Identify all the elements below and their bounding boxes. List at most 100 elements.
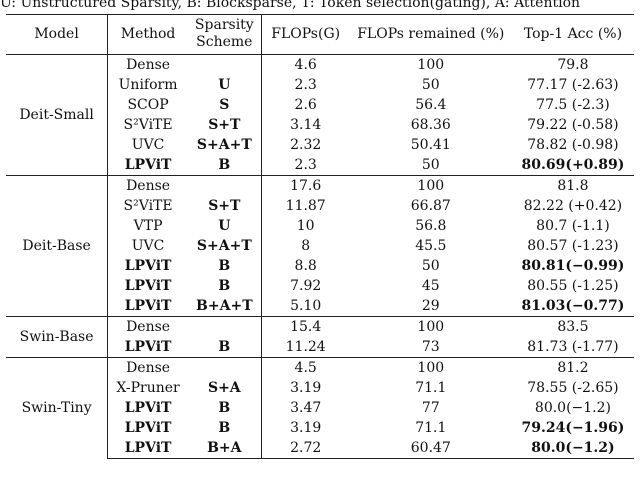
table-row: LPViT B+A 2.72 60.47 80.0(−1.2): [6, 438, 634, 459]
table-row: Swin-Base Dense 15.4 100 83.5: [6, 316, 634, 358]
model-cell: Swin-Base: [6, 316, 109, 358]
method-cell: LPViT: [124, 419, 172, 436]
scheme-cell: B+A+T: [187, 296, 262, 317]
flops-cell: 4.6: [261, 54, 350, 75]
table-row: Swin-Tiny Dense 4.5 100 81.2: [6, 357, 634, 459]
header-row: Model Method Sparsity Scheme FLOPs(G) FL…: [6, 14, 634, 55]
scheme-cell: B: [187, 276, 262, 296]
scheme-cell: U: [187, 216, 262, 236]
method-cell: S²ViTE: [123, 197, 173, 214]
remained-cell: 100: [349, 357, 512, 378]
flops-cell: 2.3: [294, 76, 317, 93]
method-cell: UVC: [131, 136, 165, 153]
scheme-cell: B: [187, 418, 262, 438]
flops-cell: 3.19: [290, 379, 322, 396]
model-cell: Deit-Small: [6, 54, 109, 176]
accuracy-cell: 81.8: [511, 175, 634, 196]
accuracy-cell: 81.73 (-1.77): [527, 338, 619, 355]
accuracy-cell: 81.03(−0.77): [521, 297, 625, 314]
accuracy-cell: 83.5: [511, 316, 634, 337]
scheme-cell: B+A: [187, 438, 262, 459]
remained-cell: 56.4: [415, 96, 447, 113]
remained-cell: 77: [421, 399, 440, 416]
table-row: LPViT B 7.92 45 80.55 (-1.25): [6, 276, 634, 296]
method-cell: Dense: [107, 316, 188, 337]
table-row: LPViT B 8.8 50 80.81(−0.99): [6, 256, 634, 276]
table-row: X-Pruner S+A 3.19 71.1 78.55 (-2.65): [6, 378, 634, 398]
remained-cell: 45.5: [415, 237, 447, 254]
scheme-cell: S+A: [187, 378, 262, 398]
method-cell: VTP: [133, 217, 163, 234]
flops-cell: 3.19: [290, 419, 322, 436]
flops-cell: 17.6: [261, 175, 350, 196]
remained-cell: 50.41: [410, 136, 451, 153]
method-cell: SCOP: [127, 96, 169, 113]
accuracy-cell: 79.22 (-0.58): [527, 116, 619, 133]
accuracy-cell: 80.0(−1.2): [534, 399, 611, 416]
flops-cell: 8.8: [294, 257, 317, 274]
flops-cell: 8: [301, 237, 311, 254]
remained-cell: 56.8: [415, 217, 447, 234]
method-cell: Dense: [107, 54, 188, 75]
remained-cell: 71.1: [415, 419, 447, 436]
header-method: Method: [107, 14, 188, 55]
accuracy-cell: 80.55 (-1.25): [527, 277, 619, 294]
table-row: VTP U 10 56.8 80.7 (-1.1): [6, 216, 634, 236]
remained-cell: 60.47: [349, 438, 512, 459]
method-cell: S²ViTE: [123, 116, 173, 133]
flops-cell: 2.6: [294, 96, 317, 113]
accuracy-cell: 80.81(−0.99): [521, 257, 625, 274]
table-body: Deit-Small Dense 4.6 100 79.8 Uniform U 2.3 50 77…: [6, 54, 634, 459]
header-flops: FLOPs(G): [261, 14, 350, 55]
results-table: Model Method Sparsity Scheme FLOPs(G) FL…: [6, 14, 634, 459]
flops-cell: 2.72: [261, 438, 350, 459]
accuracy-cell: 78.82 (-0.98): [527, 136, 619, 153]
model-cell: Deit-Base: [6, 175, 109, 317]
accuracy-cell: 80.57 (-1.23): [527, 237, 619, 254]
method-cell: LPViT: [124, 338, 172, 355]
scheme-cell: S: [187, 95, 262, 115]
header-scheme-line1: Sparsity: [194, 17, 254, 33]
table-row: LPViT B 3.47 77 80.0(−1.2): [6, 398, 634, 418]
method-cell: Dense: [107, 175, 188, 196]
accuracy-cell: 79.8: [511, 54, 634, 75]
remained-cell: 29: [421, 297, 440, 314]
scheme-cell: [187, 316, 262, 337]
flops-cell: 11.24: [285, 338, 326, 355]
header-scheme-line2: Scheme: [196, 34, 253, 50]
flops-cell: 7.92: [290, 277, 322, 294]
scheme-cell: B: [187, 155, 262, 176]
remained-cell: 68.36: [410, 116, 451, 133]
remained-cell: 50: [421, 156, 440, 173]
accuracy-cell: 81.2: [511, 357, 634, 378]
flops-cell: 10: [296, 217, 315, 234]
accuracy-cell: 80.0(−1.2): [511, 438, 634, 459]
method-cell: X-Pruner: [116, 379, 180, 396]
accuracy-cell: 80.7 (-1.1): [536, 217, 610, 234]
header-model: Model: [6, 14, 109, 55]
remained-cell: 50: [421, 257, 440, 274]
table-row: Deit-Small Dense 4.6 100 79.8: [6, 54, 634, 176]
flops-cell: 15.4: [261, 316, 350, 337]
scheme-cell: [187, 175, 262, 196]
flops-cell: 2.32: [290, 136, 322, 153]
remained-cell: 71.1: [415, 379, 447, 396]
table-row: S²ViTE S+T 11.87 66.87 82.22 (+0.42): [6, 196, 634, 216]
remained-cell: 73: [421, 338, 440, 355]
accuracy-cell: 77.17 (-2.63): [527, 76, 619, 93]
flops-cell: 3.14: [290, 116, 322, 133]
table-row: LPViT B 11.24 73 81.73 (-1.77): [6, 337, 634, 358]
scheme-cell: U: [187, 75, 262, 95]
table-row: S²ViTE S+T 3.14 68.36 79.22 (-0.58): [6, 115, 634, 135]
flops-cell: 11.87: [285, 197, 326, 214]
scheme-cell: S+A+T: [187, 236, 262, 256]
accuracy-cell: 80.69(+0.89): [521, 156, 625, 173]
accuracy-cell: 77.5 (-2.3): [536, 96, 610, 113]
scheme-cell: [187, 54, 262, 75]
header-flops-remained: FLOPs remained (%): [349, 14, 512, 55]
table-row: LPViT B+A+T 5.10 29 81.03(−0.77): [6, 296, 634, 317]
method-cell: LPViT: [124, 156, 172, 173]
scheme-cell: B: [187, 337, 262, 358]
scheme-cell: S+A+T: [187, 135, 262, 155]
table-row: Uniform U 2.3 50 77.17 (-2.63): [6, 75, 634, 95]
